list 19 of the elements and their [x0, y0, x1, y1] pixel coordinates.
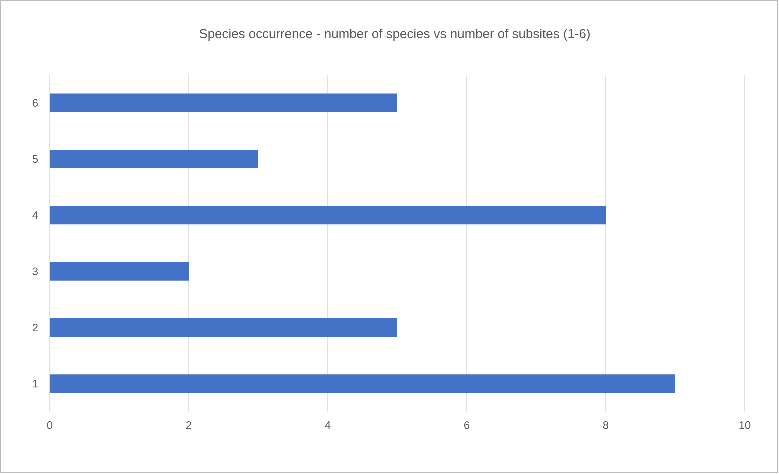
y-tick-label: 3 [32, 268, 38, 276]
bar [50, 374, 676, 394]
bar [50, 262, 190, 281]
y-tick-label: 4 [32, 212, 38, 220]
bar [50, 206, 606, 225]
x-tick-label: 2 [186, 422, 192, 430]
x-tick-label: 8 [603, 422, 609, 430]
x-tick-label: 0 [47, 422, 53, 430]
y-tick-label: 6 [32, 99, 38, 107]
x-tick-label: 10 [740, 422, 751, 430]
y-tick-label: 5 [32, 155, 38, 164]
y-tick-label: 1 [33, 380, 38, 388]
bar [50, 318, 398, 338]
x-tick-label: 4 [325, 422, 331, 430]
x-tick-label: 6 [464, 422, 470, 430]
y-tick-label: 2 [32, 324, 38, 332]
chart-title: Species occurrence - number of species vs number of subsites (1-6) [200, 28, 590, 42]
bar [50, 94, 398, 112]
bar [50, 150, 259, 169]
